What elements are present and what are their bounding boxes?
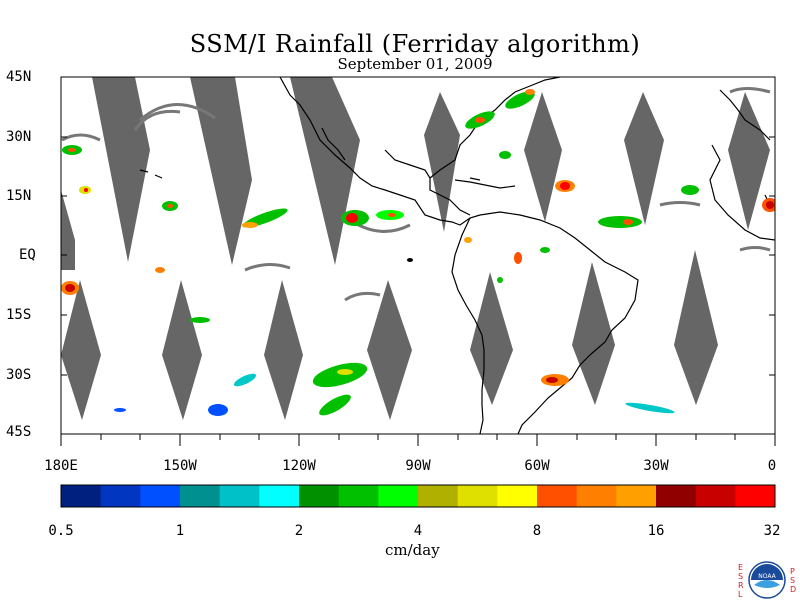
swath-gap [470, 272, 513, 405]
lat-label: 30N [6, 129, 32, 145]
logo-letter: E [738, 563, 744, 572]
lon-label: 60W [524, 458, 550, 474]
swath-gap [92, 77, 150, 262]
esrl-psd-logo: E S R L NOAA P S D [735, 560, 799, 600]
lat-label: 15S [6, 307, 32, 323]
logo-letter: L [738, 590, 743, 599]
noaa-text: NOAA [758, 573, 776, 580]
colorbar-tick-label: 0.5 [48, 523, 74, 539]
logo-letter: S [738, 572, 744, 581]
swath-arcs [61, 87, 771, 302]
swath-gap [162, 280, 202, 420]
lat-ticks [61, 76, 775, 435]
lon-label: 180E [44, 458, 78, 474]
lon-label: 150W [163, 458, 197, 474]
map-date: September 01, 2009 [337, 55, 493, 73]
rain-cells [61, 89, 775, 416]
noaa-emblem-icon: NOAA [748, 561, 786, 599]
map-frame [60, 76, 776, 435]
lon-label: 120W [282, 458, 316, 474]
swath-gap [572, 262, 615, 405]
lon-label: 30W [643, 458, 669, 474]
logo-letter: D [790, 585, 797, 594]
map-title: SSM/I Rainfall (Ferriday algorithm) [189, 30, 641, 58]
logo-letter: P [790, 567, 795, 576]
swath-gap [61, 77, 75, 270]
lat-label: 30S [6, 367, 32, 383]
lat-label: 45S [6, 424, 32, 440]
colorbar-tick-label: 4 [413, 523, 423, 539]
colorbar-tick-label: 32 [763, 523, 781, 539]
swath-gap [424, 92, 460, 232]
colorbar-tick-label: 2 [294, 523, 304, 539]
lon-ticks [60, 434, 776, 446]
logo-letter: R [738, 581, 744, 590]
colorbar-units: cm/day [385, 541, 440, 559]
coastlines [139, 77, 775, 434]
lon-label: 90W [405, 458, 431, 474]
swath-gap [624, 92, 664, 225]
swath-gap [674, 250, 718, 405]
lat-label: 45N [6, 69, 32, 85]
swath-gap [264, 280, 303, 420]
swath-gap [190, 77, 252, 265]
colorbar-tick-label: 8 [532, 523, 542, 539]
lat-label: 15N [6, 188, 32, 204]
swath-gaps [61, 77, 770, 420]
colorbar-tick-label: 16 [647, 523, 665, 539]
swath-gap [367, 280, 412, 420]
lon-label: 0 [767, 458, 777, 474]
lat-label: EQ [19, 247, 36, 263]
colorbar-tick-label: 1 [175, 523, 185, 539]
swath-gap [728, 92, 770, 230]
swath-gap [524, 92, 562, 222]
swath-gap [61, 280, 101, 420]
logo-letter: S [790, 576, 796, 585]
